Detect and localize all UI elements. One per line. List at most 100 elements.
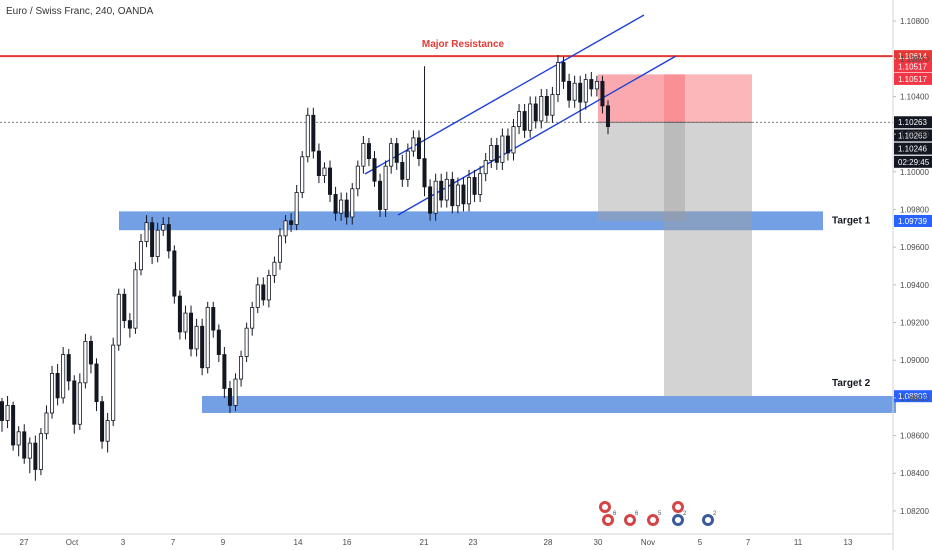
candle-down (344, 199, 349, 218)
candle-down (461, 184, 466, 205)
price-badge (894, 214, 932, 227)
candle-up (500, 135, 505, 163)
y-tick-label: 1.10800 (900, 17, 929, 26)
candle-up (361, 143, 366, 167)
candle-up (38, 433, 43, 470)
candle-up (467, 177, 472, 205)
candle-up (233, 378, 238, 406)
price-badge-label: 1.10263 (898, 118, 927, 127)
candle-up (194, 325, 199, 350)
positions-layer (598, 74, 752, 397)
candle-up (572, 82, 577, 101)
candle-up (322, 167, 327, 176)
candle-down (450, 178, 455, 207)
x-tick-label: 16 (343, 538, 352, 547)
x-tick-label: 13 (844, 538, 853, 547)
candle-up (183, 312, 188, 333)
candle-up (250, 307, 255, 329)
candle-up (266, 275, 271, 301)
candle-up (16, 431, 21, 446)
candle-up (277, 235, 282, 263)
x-tick-label: 3 (121, 538, 126, 547)
candle-up (405, 150, 410, 180)
candle-up (455, 184, 460, 207)
candle-up (389, 143, 394, 167)
y-tick-label: 1.09200 (900, 319, 929, 328)
candle-down (261, 284, 266, 301)
x-tick-label: 27 (20, 538, 29, 547)
y-tick-label: 1.09800 (900, 205, 929, 214)
event-count: 6 (613, 511, 617, 517)
candle-up (138, 241, 143, 271)
price-badge (894, 116, 932, 129)
candle-up (305, 114, 310, 158)
x-tick-label: 9 (221, 538, 226, 547)
x-tick-label: 7 (746, 538, 751, 547)
candle-down (428, 186, 433, 214)
candle-up (355, 165, 360, 190)
events-layer: 6 6 5 2 2 (599, 501, 717, 526)
y-tick-label: 1.10200 (900, 130, 929, 139)
candles-layer (0, 54, 611, 481)
candle-up (339, 199, 344, 214)
candle-up (161, 224, 166, 231)
zone-label-1: Target 1 (832, 215, 871, 226)
event-count: 2 (683, 511, 687, 517)
candle-down (494, 145, 499, 163)
candle-down (311, 114, 316, 152)
candle-down (122, 293, 127, 322)
candle-up (111, 344, 116, 421)
candle-down (416, 137, 421, 160)
candle-down (544, 96, 549, 116)
price-badge (894, 72, 932, 85)
candle-down (100, 401, 105, 442)
candle-down (177, 295, 182, 333)
candle-up (478, 173, 483, 195)
candle-up (483, 160, 488, 175)
x-tick-label: Nov (641, 538, 655, 547)
event-count: 5 (658, 511, 662, 517)
candle-up (244, 327, 249, 357)
position-stop-2 (664, 74, 752, 123)
candle-up (77, 382, 82, 425)
y-tick-label: 1.10600 (900, 55, 929, 64)
event-marker-center (705, 517, 711, 523)
candle-down (33, 442, 38, 470)
candle-down (422, 158, 427, 188)
y-tick-label: 1.10000 (900, 168, 929, 177)
candle-down (505, 135, 510, 154)
candle-down (289, 220, 294, 225)
event-count: 2 (713, 511, 717, 517)
event-marker-center (675, 504, 681, 510)
candle-down (216, 329, 221, 355)
candle-down (166, 224, 171, 252)
candle-up (255, 284, 260, 308)
candle-down (222, 354, 227, 389)
candle-up (50, 372, 55, 414)
x-tick-label: Oct (66, 538, 79, 547)
candle-down (22, 431, 27, 459)
price-badge-label: 1.10263 (898, 131, 927, 140)
annotations-layer: 1.106141.105171.105171.102631.102631.102… (894, 50, 932, 403)
candle-up (239, 356, 244, 380)
candle-up (116, 293, 121, 346)
channel-line-2 (397, 55, 677, 216)
x-axis: 27 Oct 3 7 9 14 16 21 23 28 30 Nov 5 7 11 13 (0, 533, 893, 547)
position-target-1 (598, 122, 685, 221)
candle-up (489, 145, 494, 161)
candle-up (272, 261, 277, 276)
price-badge-label: 02:29:45 (898, 158, 930, 167)
candle-down (522, 111, 527, 131)
candle-up (433, 180, 438, 214)
event-count: 6 (635, 511, 639, 517)
candle-down (589, 79, 594, 90)
candle-down (606, 105, 611, 127)
candle-down (66, 354, 71, 382)
candle-down (600, 80, 605, 107)
candle-up (300, 156, 305, 193)
candle-up (5, 405, 10, 421)
price-badge (894, 390, 932, 403)
candle-up (105, 420, 110, 442)
y-tick-label: 1.09000 (900, 356, 929, 365)
